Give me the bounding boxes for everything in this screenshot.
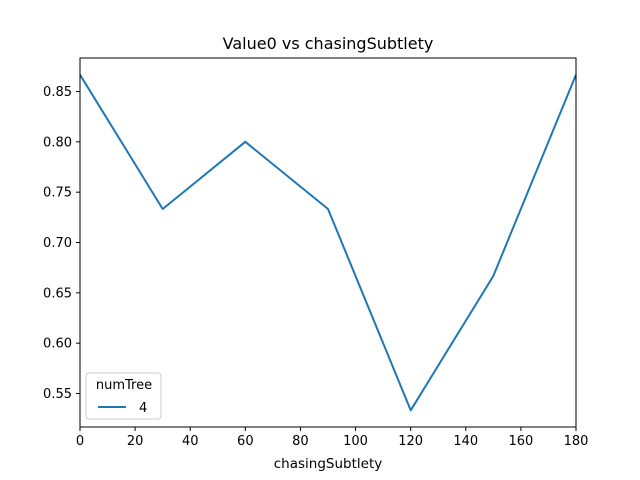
y-tick-label: 0.85 — [43, 85, 72, 100]
y-tick-label: 0.75 — [43, 186, 72, 201]
series-layer — [79, 74, 577, 412]
legend: numTree 4 — [85, 372, 162, 420]
data-point — [162, 208, 163, 209]
y-tick-label: 0.55 — [43, 387, 72, 402]
x-tick-label: 80 — [292, 434, 309, 449]
y-tick-label: 0.60 — [43, 337, 72, 352]
data-point — [410, 410, 411, 411]
chart-title: Value0 vs chasingSubtlety — [223, 34, 434, 53]
legend-title: numTree — [96, 378, 152, 393]
x-tick-label: 160 — [508, 434, 533, 449]
x-tick-label: 140 — [453, 434, 478, 449]
x-tick-label: 20 — [127, 434, 144, 449]
data-point — [245, 141, 246, 142]
data-point — [493, 276, 494, 277]
x-tick-label: 100 — [343, 434, 368, 449]
x-tick-label: 60 — [237, 434, 254, 449]
plot-frame — [79, 57, 577, 428]
series-line — [79, 74, 577, 412]
y-tick-label: 0.65 — [43, 286, 72, 301]
y-tick-label: 0.70 — [43, 236, 72, 251]
x-tick-label: 0 — [76, 434, 84, 449]
data-point — [328, 208, 329, 209]
x-axis-label: chasingSubtlety — [274, 456, 383, 472]
legend-series-label: 4 — [139, 401, 147, 416]
y-tick-label: 0.80 — [43, 135, 72, 150]
x-tick-label: 120 — [398, 434, 423, 449]
x-tick-label: 180 — [564, 434, 589, 449]
y-axis-ticks: 0.55 0.60 0.65 0.70 0.75 0.80 0.85 — [43, 85, 80, 402]
x-axis-ticks: 0 20 40 60 80 100 120 140 160 180 — [76, 427, 589, 449]
x-tick-label: 40 — [182, 434, 199, 449]
